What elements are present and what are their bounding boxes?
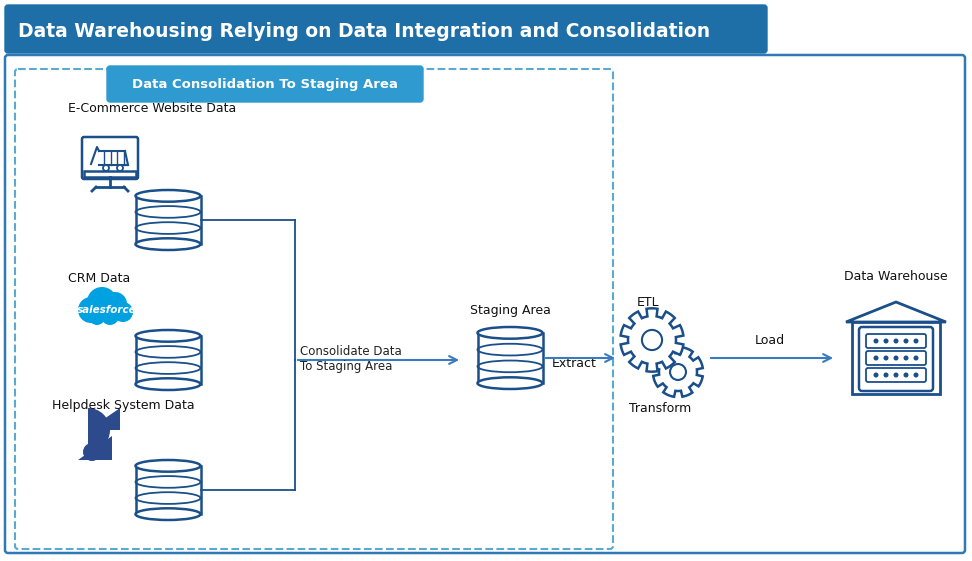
Text: Load: Load	[755, 333, 785, 347]
Ellipse shape	[477, 378, 542, 389]
Polygon shape	[846, 302, 946, 322]
Wedge shape	[88, 408, 110, 452]
Ellipse shape	[135, 238, 200, 250]
Text: Transform: Transform	[629, 402, 691, 415]
Ellipse shape	[135, 460, 200, 472]
Circle shape	[914, 356, 919, 361]
Polygon shape	[621, 309, 683, 372]
Bar	[477, 333, 542, 383]
Circle shape	[904, 373, 909, 378]
Bar	[135, 336, 200, 384]
Circle shape	[113, 302, 133, 322]
Circle shape	[87, 287, 117, 317]
Circle shape	[670, 364, 686, 380]
Polygon shape	[653, 347, 703, 397]
Polygon shape	[88, 408, 120, 430]
Text: ETL: ETL	[637, 296, 659, 309]
FancyBboxPatch shape	[859, 327, 933, 391]
Text: Data Warehouse: Data Warehouse	[845, 269, 948, 283]
Text: Staging Area: Staging Area	[469, 304, 550, 316]
FancyBboxPatch shape	[82, 137, 138, 179]
FancyBboxPatch shape	[866, 351, 926, 365]
Circle shape	[89, 309, 105, 325]
Circle shape	[884, 356, 888, 361]
Ellipse shape	[135, 190, 200, 202]
Ellipse shape	[477, 327, 542, 339]
Polygon shape	[78, 436, 112, 460]
Circle shape	[103, 165, 109, 171]
FancyBboxPatch shape	[5, 5, 767, 53]
Ellipse shape	[135, 508, 200, 520]
FancyBboxPatch shape	[866, 334, 926, 348]
Text: Extract: Extract	[552, 356, 597, 370]
FancyBboxPatch shape	[866, 368, 926, 382]
Text: salesforce: salesforce	[77, 305, 137, 315]
Bar	[84, 171, 136, 177]
Circle shape	[904, 338, 909, 343]
Circle shape	[117, 165, 123, 171]
Text: Data Consolidation To Staging Area: Data Consolidation To Staging Area	[132, 77, 398, 90]
Circle shape	[884, 373, 888, 378]
Circle shape	[78, 297, 104, 323]
Circle shape	[874, 356, 879, 361]
Circle shape	[103, 292, 127, 316]
Circle shape	[914, 338, 919, 343]
Circle shape	[904, 356, 909, 361]
FancyBboxPatch shape	[107, 66, 423, 102]
Bar	[852, 322, 940, 394]
Text: Helpdesk System Data: Helpdesk System Data	[52, 398, 194, 412]
Text: CRM Data: CRM Data	[68, 272, 130, 284]
Circle shape	[101, 307, 119, 325]
FancyBboxPatch shape	[15, 69, 613, 549]
Bar	[135, 466, 200, 514]
FancyBboxPatch shape	[5, 55, 965, 553]
Circle shape	[874, 338, 879, 343]
Text: E-Commerce Website Data: E-Commerce Website Data	[68, 102, 236, 114]
Circle shape	[874, 373, 879, 378]
Text: Consolidate Data
To Staging Area: Consolidate Data To Staging Area	[300, 345, 401, 373]
Text: Data Warehousing Relying on Data Integration and Consolidation: Data Warehousing Relying on Data Integra…	[18, 21, 711, 40]
Bar	[135, 196, 200, 244]
Circle shape	[914, 373, 919, 378]
Ellipse shape	[135, 330, 200, 342]
Circle shape	[642, 330, 662, 350]
Circle shape	[83, 443, 101, 461]
Circle shape	[884, 338, 888, 343]
Ellipse shape	[135, 378, 200, 390]
Circle shape	[893, 356, 898, 361]
Circle shape	[893, 373, 898, 378]
Circle shape	[893, 338, 898, 343]
